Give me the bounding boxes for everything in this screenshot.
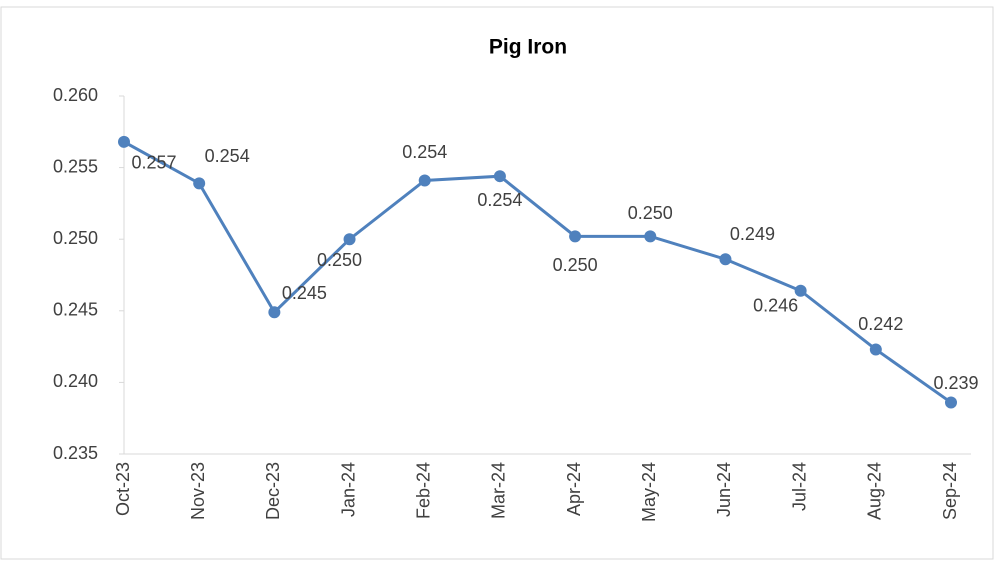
x-tick-label: Mar-24 (489, 462, 509, 519)
point (118, 135, 130, 148)
y-tick-label: 0.240 (53, 371, 98, 391)
y-tick-label: 0.260 (53, 85, 98, 105)
x-tick-label: Jul-24 (789, 462, 809, 511)
point (644, 230, 657, 243)
point (869, 343, 882, 356)
point (268, 306, 281, 319)
point (794, 284, 807, 297)
data-label: 0.239 (933, 373, 978, 393)
data-label: 0.254 (205, 146, 250, 166)
line (123, 140, 952, 404)
x-tick-label: Dec-23 (263, 462, 283, 520)
y-tick-label: 0.235 (53, 443, 98, 463)
data-label: 0.257 (131, 153, 176, 173)
point (493, 170, 506, 183)
data-label: 0.250 (553, 255, 598, 275)
point (193, 177, 206, 190)
data-label: 0.254 (402, 142, 447, 162)
data-label: 0.254 (477, 190, 522, 210)
chart-title: Pig Iron (489, 36, 567, 59)
chart-border (0, 6, 994, 560)
x-tick-label: Sep-24 (940, 462, 960, 520)
x-tick-label: Feb-24 (413, 462, 433, 519)
x-tick-label: Nov-23 (188, 462, 208, 520)
x-tick-label: May-24 (639, 462, 659, 522)
x-tick-label: Aug-24 (865, 462, 885, 520)
x-tick-label: Apr-24 (564, 462, 584, 516)
point (343, 233, 356, 246)
point (418, 174, 431, 187)
x-tick-label: Jan-24 (338, 462, 358, 517)
point (569, 230, 582, 243)
data-label: 0.246 (753, 296, 798, 316)
y-tick-label: 0.250 (53, 228, 98, 248)
y-tick-label: 0.255 (53, 156, 98, 176)
y-tick-label: 0.245 (53, 300, 98, 320)
data-label: 0.242 (858, 314, 903, 334)
data-label: 0.250 (628, 203, 673, 223)
x-tick-label: Jun-24 (714, 462, 734, 517)
data-label: 0.250 (317, 250, 362, 270)
point (719, 253, 732, 266)
data-label: 0.249 (730, 224, 775, 244)
data-label: 0.245 (282, 283, 327, 303)
point (945, 396, 957, 409)
x-tick-label: Oct-23 (113, 462, 133, 516)
